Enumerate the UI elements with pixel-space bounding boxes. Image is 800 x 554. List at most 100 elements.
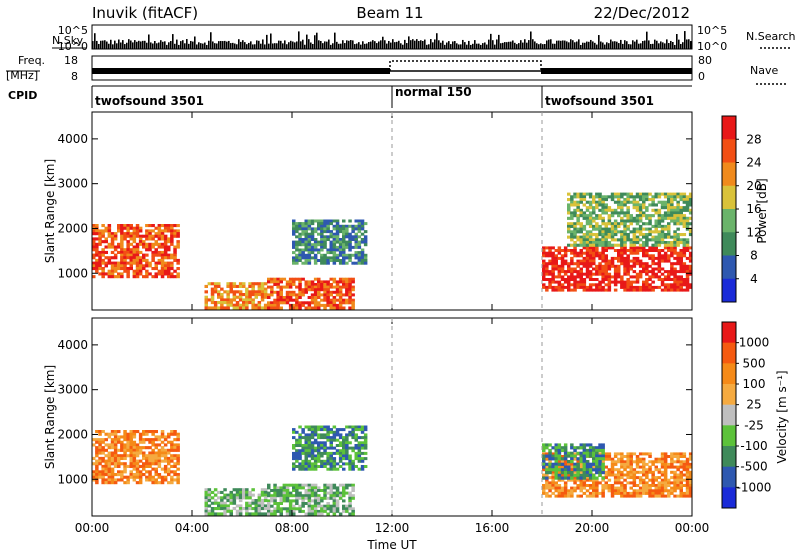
heatmap-cell — [329, 222, 333, 226]
heatmap-cell — [588, 471, 593, 475]
nsky-bar — [600, 41, 602, 49]
heatmap-cell — [623, 251, 627, 255]
heatmap-cell — [648, 238, 652, 242]
heatmap-cell — [170, 430, 174, 434]
heatmap-cell — [110, 275, 115, 279]
heatmap-cell — [148, 475, 152, 479]
heatmap-cell — [320, 496, 324, 500]
heatmap-cell — [610, 235, 615, 239]
heatmap-cell — [613, 455, 618, 458]
heatmap-cell — [335, 444, 340, 447]
heatmap-cell — [660, 206, 665, 210]
heatmap-cell — [260, 512, 265, 516]
heatmap-cell — [576, 206, 580, 210]
heatmap-cell — [107, 432, 112, 436]
heatmap-cell — [310, 507, 315, 511]
heatmap-cell — [154, 438, 158, 442]
heatmap-cell — [101, 258, 105, 262]
heatmap-cell — [307, 509, 312, 513]
heatmap-cell — [682, 465, 687, 469]
heatmap-cell — [585, 448, 590, 453]
heatmap-cell — [142, 462, 146, 466]
heatmap-cell — [610, 259, 615, 263]
heatmap-cell — [338, 457, 343, 461]
heatmap-cell — [673, 208, 677, 212]
heatmap-cell — [101, 267, 105, 271]
heatmap-cell — [667, 481, 671, 485]
heatmap-cell — [248, 507, 252, 511]
heatmap-cell — [101, 475, 105, 479]
heatmap-cell — [170, 454, 174, 458]
heatmap-cell — [151, 245, 155, 249]
heatmap-cell — [317, 224, 321, 228]
heatmap-cell — [245, 290, 249, 294]
heatmap-cell — [676, 473, 680, 477]
heatmap-cell — [298, 436, 302, 440]
heatmap-cell — [348, 285, 352, 289]
heatmap-cell — [673, 246, 677, 250]
heatmap-cell — [667, 494, 671, 498]
heatmap-cell — [279, 486, 283, 490]
heatmap-cell — [357, 467, 362, 471]
heatmap-cell — [554, 448, 558, 453]
heatmap-cell — [288, 512, 293, 516]
heatmap-cell — [613, 478, 618, 482]
heatmap-cell — [542, 443, 546, 447]
heatmap-cell — [167, 275, 171, 279]
heatmap-cell — [563, 451, 568, 455]
nsky-bar — [300, 41, 302, 49]
heatmap-cell — [567, 278, 571, 281]
heatmap-cell — [607, 195, 612, 199]
heatmap-cell — [173, 245, 177, 249]
heatmap-cell — [338, 303, 343, 307]
heatmap-cell — [288, 509, 293, 513]
heatmap-cell — [679, 262, 683, 266]
heatmap-cell — [685, 478, 690, 482]
heatmap-cell — [267, 301, 271, 305]
heatmap-cell — [663, 494, 668, 498]
heatmap-cell — [604, 476, 608, 480]
heatmap-cell — [660, 457, 665, 461]
heatmap-cell — [601, 280, 605, 284]
heatmap-cell — [220, 306, 224, 310]
heatmap-cell — [354, 444, 358, 447]
heatmap-cell — [682, 262, 687, 266]
heatmap-cell — [557, 454, 562, 458]
heatmap-cell — [585, 246, 590, 250]
velocity-colorbar-label: Velocity [m s⁻¹] — [775, 370, 789, 463]
heatmap-cell — [304, 283, 308, 286]
heatmap-cell — [360, 425, 365, 429]
heatmap-cell — [323, 219, 327, 223]
heatmap-cell — [117, 250, 121, 254]
nsky-bar — [182, 40, 184, 49]
heatmap-cell — [632, 233, 637, 237]
cpid-label: CPID — [8, 89, 37, 102]
heatmap-cell — [329, 459, 333, 463]
heatmap-cell — [620, 484, 624, 487]
heatmap-cell — [657, 235, 662, 239]
heatmap-cell — [145, 253, 149, 257]
heatmap-cell — [238, 298, 243, 302]
heatmap-cell — [645, 280, 649, 284]
heatmap-cell — [585, 443, 590, 447]
heatmap-cell — [298, 438, 302, 442]
heatmap-cell — [345, 224, 349, 228]
heatmap-cell — [335, 438, 340, 442]
heatmap-cell — [345, 454, 349, 458]
heatmap-cell — [576, 494, 580, 498]
heatmap-cell — [345, 235, 349, 239]
heatmap-cell — [354, 224, 358, 228]
heatmap-cell — [620, 452, 624, 456]
heatmap-cell — [117, 275, 121, 279]
heatmap-cell — [635, 484, 640, 487]
heatmap-cell — [588, 216, 593, 220]
nsky-bar — [430, 39, 432, 49]
heatmap-cell — [573, 275, 577, 279]
heatmap-cell — [135, 451, 140, 455]
nsky-bar — [360, 44, 362, 49]
heatmap-cell — [592, 489, 596, 493]
heatmap-cell — [285, 499, 290, 503]
heatmap-cell — [129, 432, 133, 436]
heatmap-cell — [563, 446, 568, 450]
nsky-bar — [350, 40, 352, 49]
